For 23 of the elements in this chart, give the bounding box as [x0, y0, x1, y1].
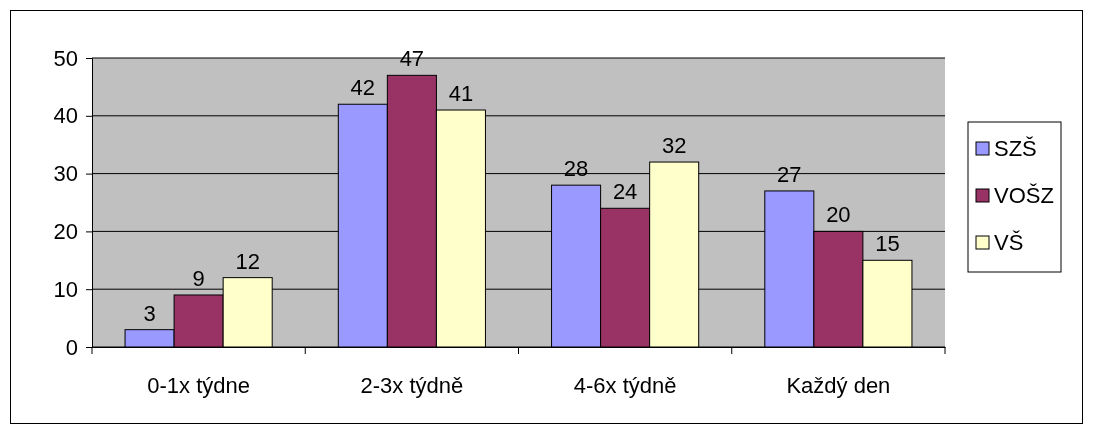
x-tick-label: 2-3x týdně — [360, 372, 464, 398]
y-tick-label: 40 — [53, 103, 78, 129]
x-tick-label: 4-6x týdně — [573, 372, 677, 398]
data-label: 9 — [192, 265, 205, 291]
legend-label: SZŠ — [994, 136, 1037, 161]
x-tick-label: 0-1x týdne — [147, 372, 250, 398]
data-label: 24 — [612, 179, 638, 205]
data-label: 32 — [661, 133, 687, 159]
data-label: 47 — [399, 46, 425, 72]
data-label: 12 — [235, 248, 260, 274]
y-tick-label: 30 — [53, 161, 78, 187]
legend-label: VŠ — [994, 230, 1024, 255]
data-label: 42 — [350, 75, 376, 101]
legend-label: VOŠZ — [994, 183, 1054, 208]
data-label: 20 — [826, 202, 851, 228]
y-tick-label: 0 — [65, 334, 78, 360]
y-tick-label: 10 — [53, 276, 78, 302]
y-tick-label: 20 — [53, 218, 78, 244]
x-tick-label: Každý den — [786, 372, 891, 398]
data-label: 3 — [143, 300, 156, 326]
data-label: 41 — [448, 81, 474, 107]
y-tick-label: 50 — [53, 45, 78, 71]
data-label: 15 — [875, 231, 900, 257]
